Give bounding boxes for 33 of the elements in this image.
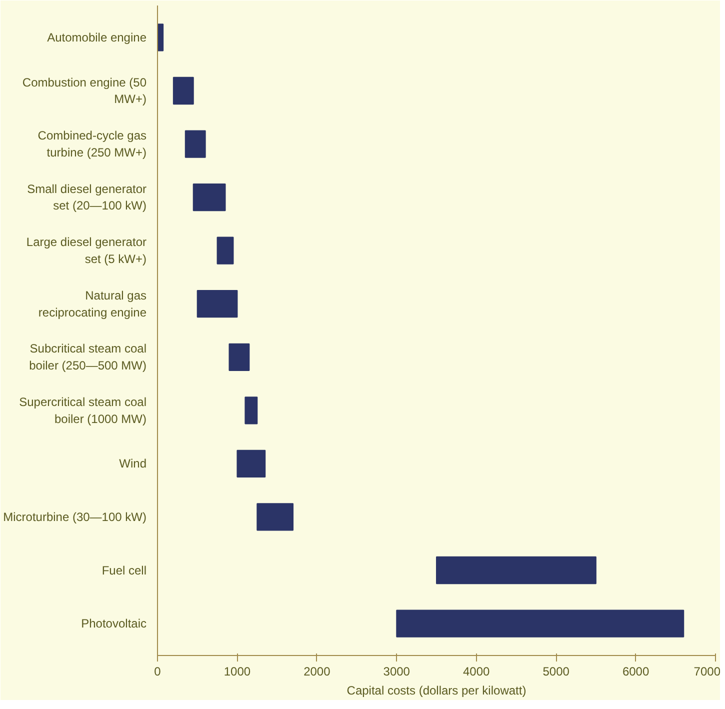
- bar: [228, 343, 250, 371]
- bar: [172, 76, 194, 105]
- y-tick-label: Automobile engine: [47, 30, 147, 44]
- y-tick-label: Natural gas reciprocating engine: [38, 288, 147, 320]
- bar: [396, 610, 684, 638]
- x-tick-label: 7000: [694, 664, 721, 678]
- y-tick-label: Fuel cell: [102, 563, 147, 578]
- bar: [158, 24, 164, 52]
- bar: [256, 503, 294, 531]
- bar: [184, 130, 206, 158]
- y-tick-label: Subcritical steam coal boiler (250—500 MW): [29, 342, 147, 373]
- x-axis-title: Capital costs (dollars per kilowatt): [346, 684, 526, 698]
- y-tick-label: Combined-cycle gas turbine (250 MW+): [38, 128, 147, 160]
- y-tick-label: Wind: [119, 456, 147, 471]
- x-tick-label: 0: [154, 664, 162, 678]
- x-tick-label: 4000: [463, 664, 490, 678]
- bar: [236, 450, 266, 478]
- y-tick-label: Photovoltaic: [81, 616, 146, 631]
- bar: [192, 183, 226, 212]
- x-tick-label: 5000: [542, 664, 570, 678]
- y-tick-label: Large diesel generator set (5 kW+): [26, 235, 147, 266]
- x-tick-label: 2000: [304, 664, 331, 678]
- x-tick-label: 3000: [383, 664, 410, 678]
- bar: [196, 290, 238, 318]
- y-tick-label: Supercritical steam coal boiler (1000 MW): [19, 395, 147, 426]
- x-tick-label: 1000: [224, 664, 251, 678]
- bar: [216, 236, 234, 264]
- y-tick-label: Microturbine (30—100 kW): [3, 510, 147, 524]
- bar: [436, 556, 596, 584]
- bar: [244, 396, 258, 424]
- y-tick-label: Small diesel generator set (20—100 kW): [27, 182, 147, 213]
- x-tick-label: 6000: [622, 664, 650, 678]
- y-tick-label: Combustion engine (50 MW+): [22, 75, 147, 106]
